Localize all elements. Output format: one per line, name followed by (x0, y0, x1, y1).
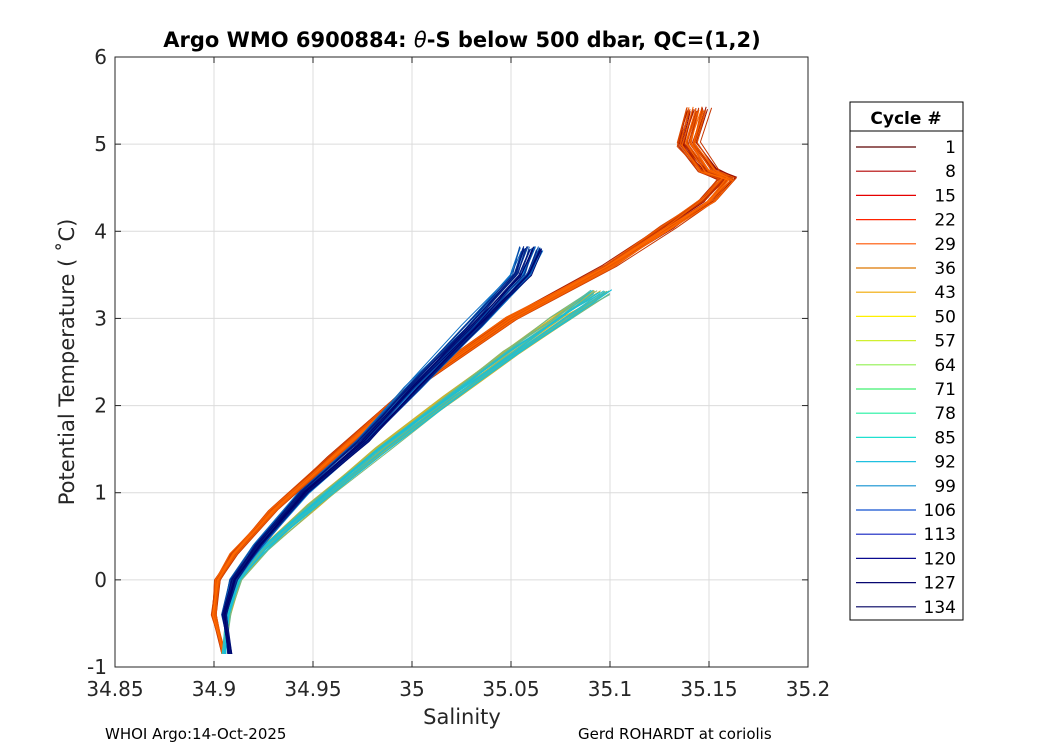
legend-label: 113 (924, 525, 956, 545)
legend-title: Cycle # (870, 109, 941, 129)
x-axis-label: Salinity (423, 705, 501, 729)
profile-line (224, 246, 525, 654)
theta-symbol: θ (414, 28, 427, 52)
profile-line (223, 246, 534, 655)
profile-line (224, 248, 542, 654)
y-tick-label: 0 (94, 568, 107, 592)
legend-entries: 1 8 15 22 29 36 43 50 57 64 71 78 85 92 99 106 113 120 127… (856, 138, 956, 618)
legend-label: 1 (945, 138, 956, 158)
legend-label: 43 (934, 283, 956, 303)
x-tick-label: 34.9 (192, 677, 237, 701)
legend-label: 57 (934, 332, 956, 352)
legend-label: 99 (934, 477, 956, 497)
legend-label: 22 (934, 211, 956, 231)
chart-title-prefix: Argo WMO 6900884: (163, 28, 414, 52)
legend-label: 92 (934, 453, 956, 473)
legend-label: 134 (924, 598, 956, 618)
y-tick-label: 2 (94, 394, 107, 418)
x-tick-label: 35.1 (588, 677, 633, 701)
y-tick-label: -1 (87, 655, 107, 679)
profile-line (212, 108, 730, 655)
profile-line (214, 106, 724, 655)
y-tick-label: 4 (94, 219, 107, 243)
y-tick-label: 3 (94, 306, 107, 330)
legend-label: 8 (945, 162, 956, 182)
x-tick-label: 35.2 (786, 677, 831, 701)
axis-ticks: 34.85 34.9 34.95 35 35.05 35.1 35.15 35.2-10123… (86, 45, 830, 701)
y-tick-label: 6 (94, 45, 107, 69)
footer-left: WHOI Argo:14-Oct-2025 (105, 725, 287, 743)
y-axis-label: Potential Temperature ( ˚C) (55, 219, 79, 506)
x-tick-label: 35 (399, 677, 424, 701)
y-tick-label: 1 (94, 481, 107, 505)
legend-label: 127 (924, 574, 956, 594)
legend-label: 85 (934, 428, 956, 448)
x-tick-label: 34.95 (284, 677, 341, 701)
plot-frame (114, 56, 809, 668)
x-tick-label: 35.15 (680, 677, 737, 701)
legend-label: 78 (934, 404, 956, 424)
legend-label: 64 (934, 356, 956, 376)
x-tick-label: 34.85 (86, 677, 143, 701)
chart-title: Argo WMO 6900884: θ-S below 500 dbar, QC… (163, 28, 760, 52)
footer-right: Gerd ROHARDT at coriolis (578, 725, 772, 743)
legend: Cycle # 18152229364350576471788592991061… (849, 101, 964, 621)
legend-label: 36 (934, 259, 956, 279)
legend-label: 120 (924, 549, 956, 569)
grid-lines (115, 57, 808, 667)
profile-line (224, 291, 601, 654)
profile-lines (210, 106, 738, 655)
legend-label: 106 (924, 501, 956, 521)
legend-label: 50 (934, 307, 956, 327)
x-tick-label: 35.05 (482, 677, 539, 701)
profile-line (223, 289, 613, 654)
legend-label: 29 (934, 235, 956, 255)
y-tick-label: 5 (94, 132, 107, 156)
legend-label: 15 (934, 186, 956, 206)
legend-label: 71 (934, 380, 956, 400)
chart-title-suffix: -S below 500 dbar, QC=(1,2) (427, 28, 761, 52)
